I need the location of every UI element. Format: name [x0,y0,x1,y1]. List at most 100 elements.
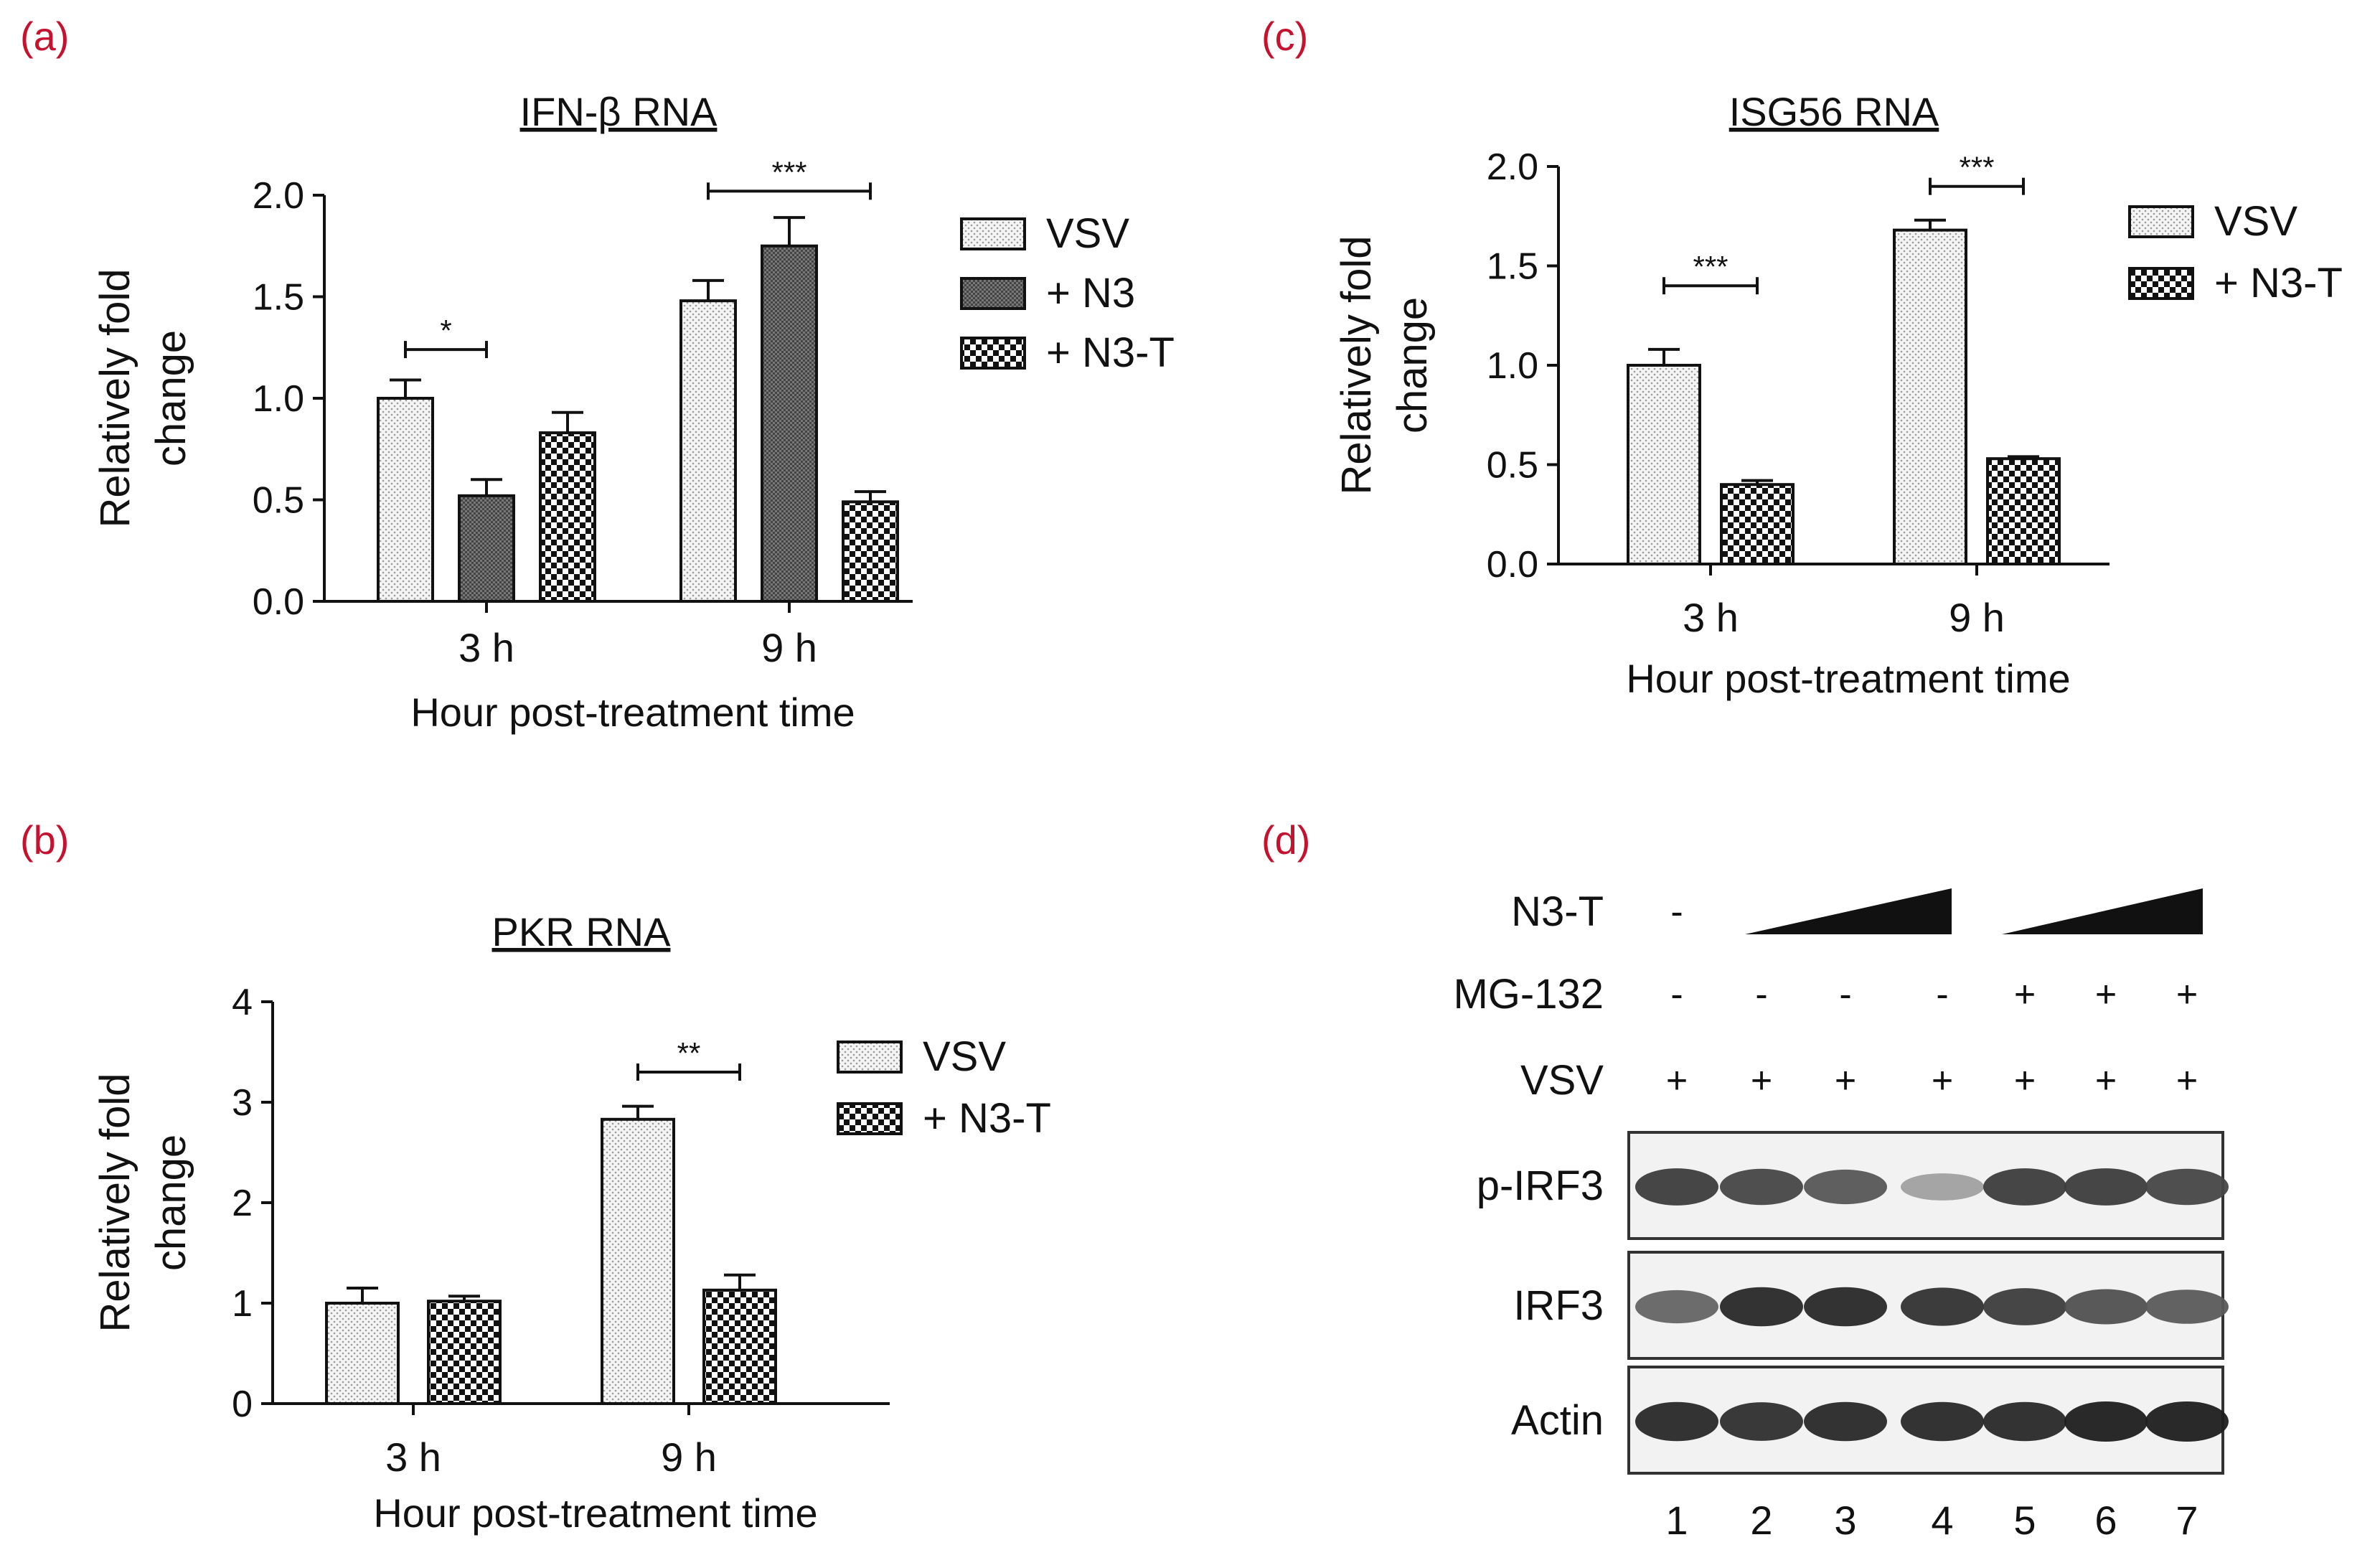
blot-band-label: Actin [1511,1397,1604,1444]
blot-treatment-mark: - [1839,974,1851,1015]
y-axis-label: Relatively fold [1333,235,1380,494]
x-axis-label: Hour post-treatment time [410,690,855,735]
significance-label: ** [677,1036,701,1070]
legend-swatch-check [960,337,1026,370]
bar-check-0 [539,431,596,603]
panel-label-a: (a) [20,14,70,59]
bar-dense-0 [458,494,515,603]
y-tick-label: 0.5 [1487,445,1538,487]
bar-dots-1 [601,1117,675,1406]
lane-number: 6 [2094,1498,2117,1543]
blot-band [2064,1289,2148,1325]
y-tick-label: 0.0 [1487,544,1538,586]
y-tick-label: 1 [232,1283,253,1325]
blot-treatment-mark: + [2014,974,2036,1015]
legend-swatch-check [2128,267,2194,300]
lane-number: 3 [1834,1498,1856,1543]
y-axis-label: Relatively fold [92,268,138,527]
legend-label: + N3-T [923,1095,1051,1142]
legend-swatch-dense [960,277,1026,310]
blot-treatment-mark: - [1670,974,1683,1015]
y-tick-label: 2.0 [1487,146,1538,188]
blot-treatment-mark: + [2095,974,2117,1015]
panel-label-d: (d) [1261,817,1311,863]
bar-check-0 [427,1300,502,1405]
significance-label: *** [1693,250,1728,283]
y-tick-label: 0.0 [253,581,304,623]
blot-band-label: IRF3 [1513,1282,1604,1329]
blot-band [1804,1401,1887,1442]
blot-row-label: VSV [1520,1057,1604,1104]
y-tick-label: 2 [232,1183,253,1224]
blot-treatment-mark: + [1932,1060,1953,1102]
blot-band [1720,1168,1803,1206]
blot-row-label: MG-132 [1453,971,1604,1018]
blot-band [1901,1287,1984,1326]
blot-band [2064,1401,2148,1442]
chart-c: ISG56 RNA 0.0 0.5 1.0 1.5 2.0 Relatively fold c… [1333,89,2343,701]
y-tick-label: 1.5 [1487,246,1538,288]
n3t-gradient-wedge [1745,888,1952,934]
n3t-gradient-wedge [2002,888,2203,934]
lane-number: 1 [1665,1498,1688,1543]
y-tick-label: 2.0 [253,175,304,217]
x-tick-label: 9 h [661,1434,717,1480]
x-tick-label: 3 h [1683,595,1739,640]
blot-band [1804,1169,1887,1205]
y-axis-label: Relatively fold [92,1073,138,1332]
legend-label: VSV [923,1033,1006,1080]
y-tick-label: 0 [232,1384,253,1425]
bar-dots-0 [1627,364,1701,565]
x-axis-label: Hour post-treatment time [373,1490,817,1536]
legend-label: VSV [1046,210,1129,257]
legend-swatch-dots [2128,205,2194,238]
blot-band [1983,1288,2066,1325]
blot-band [1635,1290,1718,1324]
x-tick-label: 9 h [761,625,817,670]
blot-band [1901,1401,1984,1442]
blot-treatment-mark: + [1666,1060,1688,1102]
blot-band [2145,1401,2229,1442]
blot-band [1983,1168,2066,1206]
bar-dots-1 [679,299,737,603]
blot-treatment-mark: - [1755,974,1767,1015]
blot-band-label: p-IRF3 [1477,1162,1604,1209]
blot-treatment-mark: - [1670,891,1683,933]
blot-treatment-mark: + [1835,1060,1856,1102]
bar-dots-1 [1893,228,1967,565]
bar-check-1 [702,1288,777,1406]
blot-band [1635,1168,1718,1206]
lane-number: 7 [2176,1498,2198,1543]
y-tick-label: 1.0 [253,378,304,420]
y-axis-label: change [148,330,194,466]
blot-band [2145,1290,2229,1324]
blot-treatment-mark: + [2014,1060,2036,1102]
panel-label-b: (b) [20,817,70,863]
blot-row-label: N3-T [1511,888,1604,935]
y-tick-label: 1.0 [1487,345,1538,387]
significance-label: * [440,314,451,347]
legend-label: + N3 [1046,270,1135,316]
blot-band [1804,1287,1887,1327]
significance-label: *** [771,155,806,189]
bar-check-1 [842,500,899,603]
legend-swatch-dots [960,217,1026,250]
y-axis-label: change [148,1135,194,1271]
blot-treatment-mark: + [2176,974,2198,1015]
legend-label: VSV [2214,198,2297,245]
x-tick-label: 9 h [1949,595,2005,640]
blot-band [2145,1168,2229,1206]
blot-treatment-mark: - [1936,974,1948,1015]
chart-a: IFN-β RNA 0.0 0.5 1.0 1.5 2.0 Relatively fold c… [92,89,1175,735]
x-axis-label: Hour post-treatment time [1626,656,2070,701]
y-tick-label: 4 [232,982,253,1023]
blot-band [1901,1173,1984,1201]
blot-treatment-mark: + [2176,1060,2198,1102]
x-tick-label: 3 h [458,625,514,670]
chart-title: ISG56 RNA [1729,89,1939,134]
lane-number: 4 [1931,1498,1953,1543]
blot-treatment-mark: + [2095,1060,2117,1102]
bar-dense-1 [761,244,818,603]
blot-band [1983,1401,2066,1442]
